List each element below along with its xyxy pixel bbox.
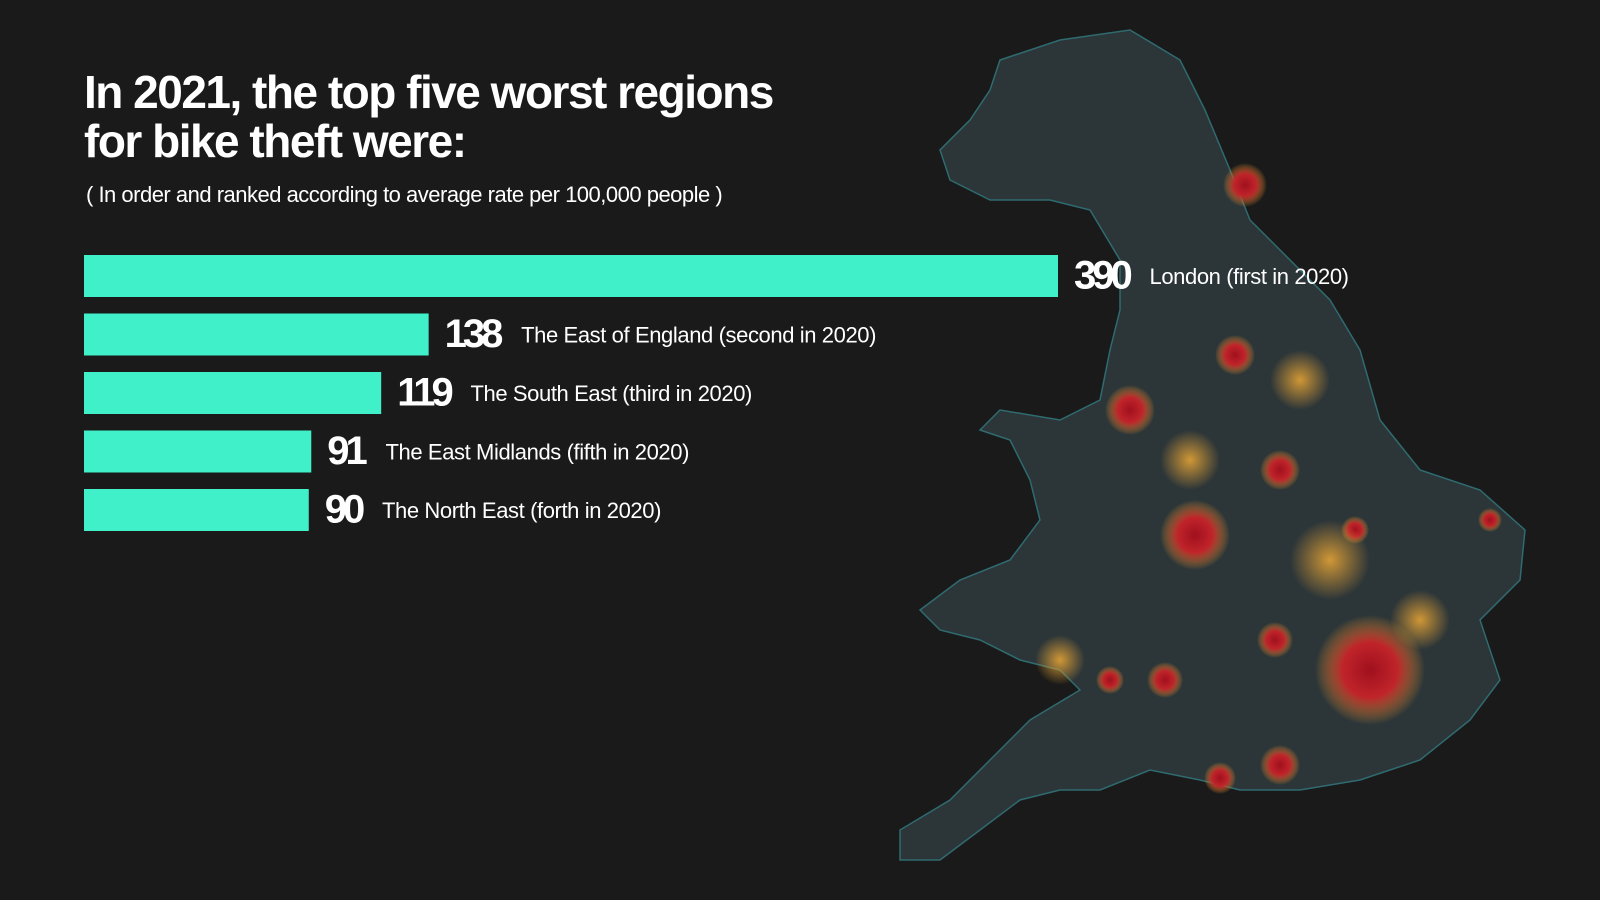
category-label: London (first in 2020) [1149, 264, 1348, 289]
heat-spot [1315, 615, 1425, 725]
bar [84, 313, 429, 356]
heat-spot [1160, 430, 1220, 490]
heat-spot [1096, 666, 1124, 694]
bar [84, 489, 309, 531]
heat-spot [1147, 662, 1183, 698]
heat-spot [1260, 450, 1300, 490]
bar [84, 372, 382, 414]
heat-spot [1215, 335, 1255, 375]
heat-spot [1270, 350, 1330, 410]
heat-spot [1160, 500, 1230, 570]
category-label: The South East (third in 2020) [470, 381, 752, 406]
bar [84, 255, 1058, 297]
value-label: 119 [397, 371, 452, 415]
chart-subtitle: ( In order and ranked according to avera… [86, 182, 723, 207]
heat-spot [1257, 622, 1293, 658]
chart-title: In 2021, the top five worst regions for … [84, 66, 774, 167]
category-label: The East Midlands (fifth in 2020) [386, 439, 690, 464]
bar [84, 430, 312, 473]
category-label: The North East (forth in 2020) [382, 498, 661, 523]
heat-spot [1204, 762, 1236, 794]
heat-spot [1478, 508, 1502, 532]
value-label: 90 [325, 488, 364, 532]
value-label: 138 [445, 312, 503, 356]
value-label: 390 [1074, 254, 1131, 298]
value-label: 91 [327, 429, 367, 473]
heat-spot [1260, 745, 1300, 785]
heat-spot [1035, 635, 1085, 685]
heat-spot [1390, 590, 1450, 650]
heat-spot [1223, 163, 1267, 207]
category-label: The East of England (second in 2020) [521, 322, 876, 347]
heat-spots [1035, 163, 1502, 794]
heat-spot [1105, 385, 1155, 435]
heat-spot [1290, 520, 1370, 600]
